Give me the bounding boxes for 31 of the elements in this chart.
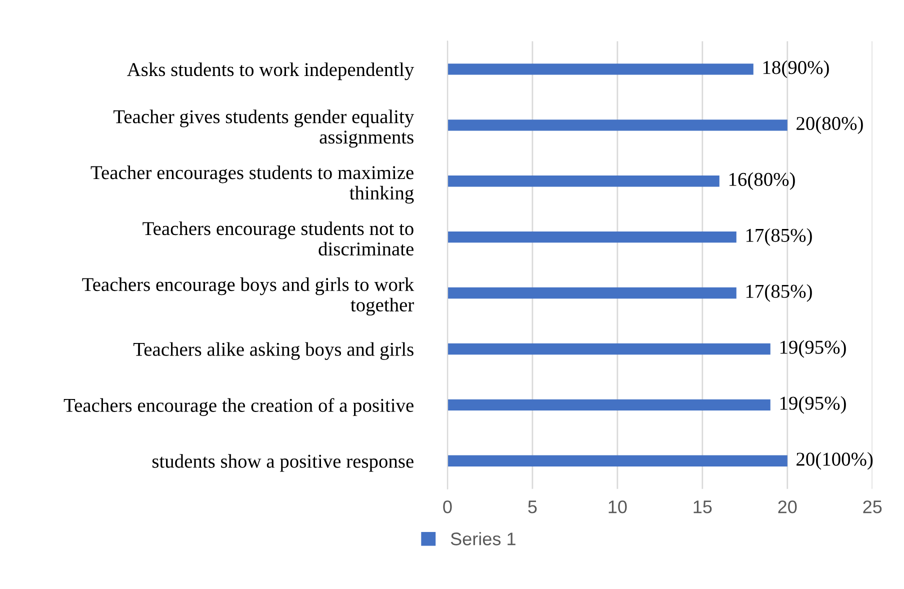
legend-label: Series 1 — [450, 532, 516, 546]
y-tick-label: Asks students to work independently — [127, 62, 414, 80]
bar — [447, 287, 736, 299]
y-tick-label: Teachers alike asking boys and girls — [133, 342, 414, 360]
y-tick-label: Teachers encourage students not to discriminate — [142, 221, 414, 256]
y-tick-label: students show a positive response — [152, 454, 414, 472]
x-tick-label: 0 — [443, 500, 452, 514]
data-label: 17(85%) — [746, 284, 812, 302]
x-tick-label: 25 — [863, 500, 882, 514]
data-label: 16(80%) — [729, 172, 795, 190]
y-tick-label: Teachers encourage boys and girls to work together — [82, 277, 414, 316]
data-label: 20(100%) — [796, 452, 873, 470]
data-label: 19(95%) — [780, 396, 846, 414]
x-tick-label: 15 — [694, 500, 712, 514]
x-tick-label: 20 — [778, 500, 797, 514]
bar — [447, 176, 720, 187]
y-tick-label: Teacher encourages students to maximize thinking — [90, 166, 414, 204]
y-tick-label: Teacher gives students gender equality assignments — [113, 110, 414, 148]
x-tick-label: 10 — [608, 500, 627, 514]
y-tick-label: Teachers encourage the creation of a positive — [64, 398, 414, 416]
data-label: 20(80%) — [796, 116, 863, 134]
data-label: 17(85%) — [746, 228, 812, 246]
bar — [447, 399, 770, 411]
data-label: 18(90%) — [763, 60, 829, 78]
data-label: 19(95%) — [780, 340, 846, 358]
bar — [447, 120, 788, 131]
bar — [447, 64, 754, 75]
bar — [447, 455, 788, 466]
x-tick-label: 5 — [528, 500, 537, 514]
bar — [447, 343, 770, 355]
bar — [447, 231, 736, 243]
